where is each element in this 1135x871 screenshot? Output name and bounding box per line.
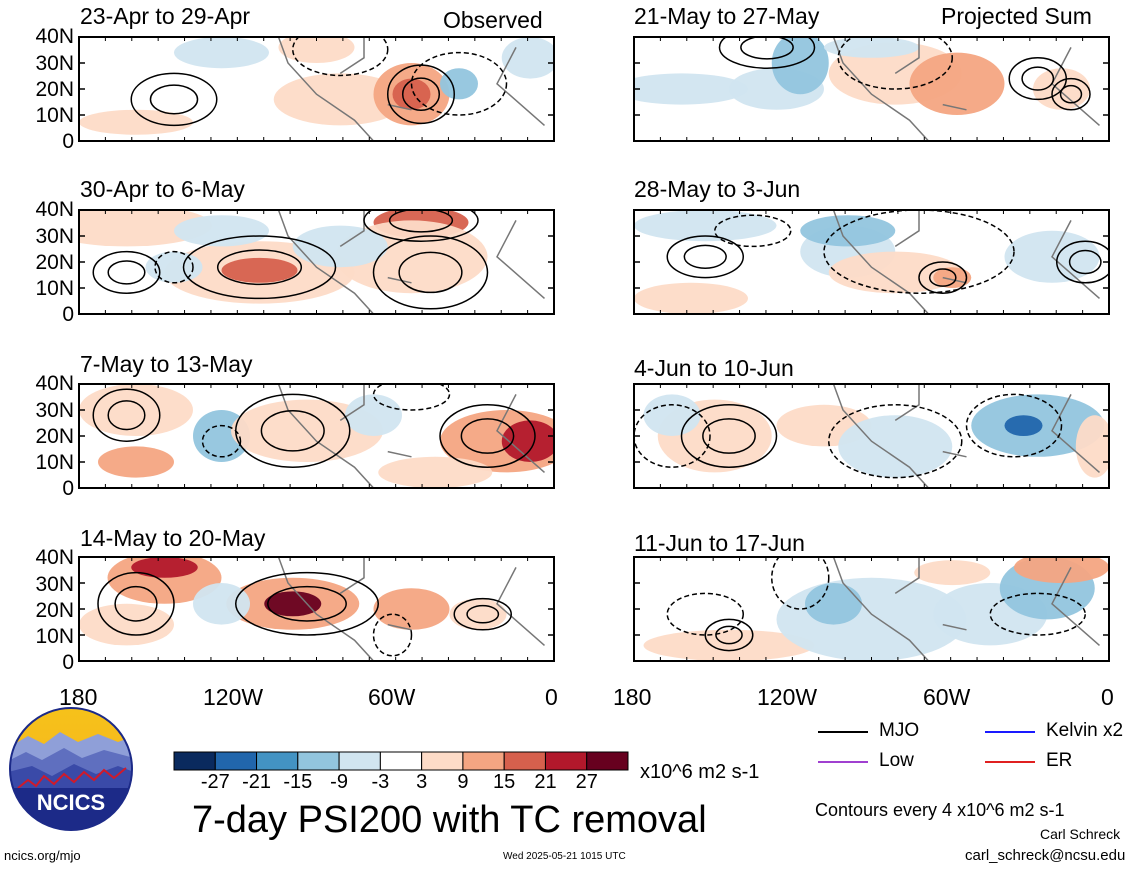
colorbar-tick-label: 21 (534, 771, 557, 793)
map-panel-obs-2 (78, 209, 555, 315)
lon-label-180-left: 180 (59, 684, 98, 710)
map-panel-proj-3 (633, 383, 1110, 489)
panel-title-obs-1: 23-Apr to 29-Apr (80, 3, 251, 29)
figure-title: 7-day PSI200 with TC removal (192, 799, 707, 841)
legend-label-mjo: MJO (879, 720, 920, 741)
observed-label: Observed (443, 7, 543, 33)
colorbar-tick-label: 27 (575, 771, 598, 793)
colorbar-swatch (421, 751, 464, 771)
colorbar (173, 751, 629, 771)
colorbar-tick-label: 3 (416, 771, 428, 793)
lon-label-0-right: 0 (1101, 684, 1114, 710)
lat-label-40n-r1: 40N (35, 25, 74, 48)
lat-label-30n-r1: 30N (35, 52, 74, 75)
lat-label-30n-r4: 30N (35, 573, 74, 596)
colorbar-swatch (256, 751, 299, 771)
footer-email[interactable]: carl_schreck@ncsu.edu (965, 847, 1126, 864)
lat-label-20n-r4: 20N (35, 599, 74, 622)
colorbar-tick-label: 15 (493, 771, 516, 793)
legend-label-kelvin: Kelvin x2 (1046, 720, 1124, 741)
lat-label-20n-r3: 20N (35, 425, 74, 448)
colorbar-swatch (503, 751, 546, 771)
panel-title-proj-1: 21-May to 27-May (634, 3, 820, 29)
lat-label-10n-r3: 10N (35, 451, 74, 474)
lat-label-30n-r2: 30N (35, 225, 74, 248)
panel-title-proj-2: 28-May to 3-Jun (634, 176, 801, 202)
colorbar-tick-label: -9 (330, 771, 348, 793)
colorbar-swatch (173, 751, 216, 771)
legend-line-kelvin (985, 731, 1035, 733)
legend-line-er (985, 761, 1035, 763)
colorbar-swatch (297, 751, 340, 771)
lat-label-0-r1: 0 (62, 130, 74, 153)
colorbar-tick-label: -15 (283, 771, 313, 793)
colorbar-tick-label: -27 (200, 771, 230, 793)
map-panel-proj-2 (633, 209, 1110, 315)
lat-label-0-r2: 0 (62, 303, 74, 326)
lat-label-0-r3: 0 (62, 477, 74, 500)
lat-label-40n-r3: 40N (35, 372, 74, 395)
colorbar-swatch (462, 751, 505, 771)
lat-label-20n-r1: 20N (35, 78, 74, 101)
lat-label-10n-r4: 10N (35, 625, 74, 648)
panel-title-proj-4: 11-Jun to 17-Jun (634, 530, 805, 556)
map-panel-proj-4 (633, 556, 1110, 662)
footer-author: Carl Schreck (1040, 826, 1121, 842)
legend-line-mjo (818, 731, 868, 733)
lat-label-30n-r3: 30N (35, 399, 74, 422)
panel-title-obs-3: 7-May to 13-May (80, 351, 253, 377)
colorbar-swatch (338, 751, 381, 771)
lon-label-120w-left: 120W (203, 684, 264, 710)
colorbar-swatch (214, 751, 258, 771)
panel-title-proj-3: 4-Jun to 10-Jun (634, 355, 794, 381)
colorbar-tick-label: -3 (371, 771, 390, 793)
lat-label-40n-r4: 40N (35, 546, 74, 569)
map-panel-obs-1 (78, 36, 555, 142)
legend-line-low (818, 761, 868, 763)
contour-note: Contours every 4 x10^6 m2 s-1 (815, 800, 1065, 820)
lat-label-0-r4: 0 (62, 651, 74, 674)
panel-title-obs-4: 14-May to 20-May (80, 525, 266, 551)
lon-label-120w-right: 120W (757, 684, 818, 710)
lat-label-20n-r2: 20N (35, 251, 74, 274)
lat-label-10n-r1: 10N (35, 104, 74, 127)
ncics-logo-text: NCICS (37, 790, 105, 815)
projected-label: Projected Sum (941, 3, 1092, 29)
colorbar-swatch (586, 751, 629, 771)
footer-timestamp: Wed 2025-05-21 1015 UTC (503, 851, 626, 862)
ncics-logo: NCICS (9, 707, 133, 831)
footer-url[interactable]: ncics.org/mjo (4, 848, 81, 863)
lat-label-40n-r2: 40N (35, 198, 74, 221)
map-panel-obs-3 (78, 383, 555, 489)
legend-label-er: ER (1046, 750, 1073, 771)
panel-title-obs-2: 30-Apr to 6-May (80, 176, 245, 202)
lat-label-10n-r2: 10N (35, 277, 74, 300)
lon-label-60w-right: 60W (923, 684, 971, 710)
colorbar-tick-label: -21 (242, 771, 271, 793)
map-panel-proj-1 (633, 36, 1110, 142)
lon-label-180-right: 180 (613, 684, 652, 710)
map-panel-obs-4 (78, 556, 555, 662)
colorbar-units: x10^6 m2 s-1 (640, 761, 760, 783)
lon-label-60w-left: 60W (368, 684, 416, 710)
lon-label-0-left: 0 (545, 684, 558, 710)
colorbar-swatch (379, 751, 423, 771)
legend-label-low: Low (879, 750, 914, 771)
colorbar-tick-label: 9 (457, 771, 469, 793)
colorbar-swatch (544, 751, 588, 771)
